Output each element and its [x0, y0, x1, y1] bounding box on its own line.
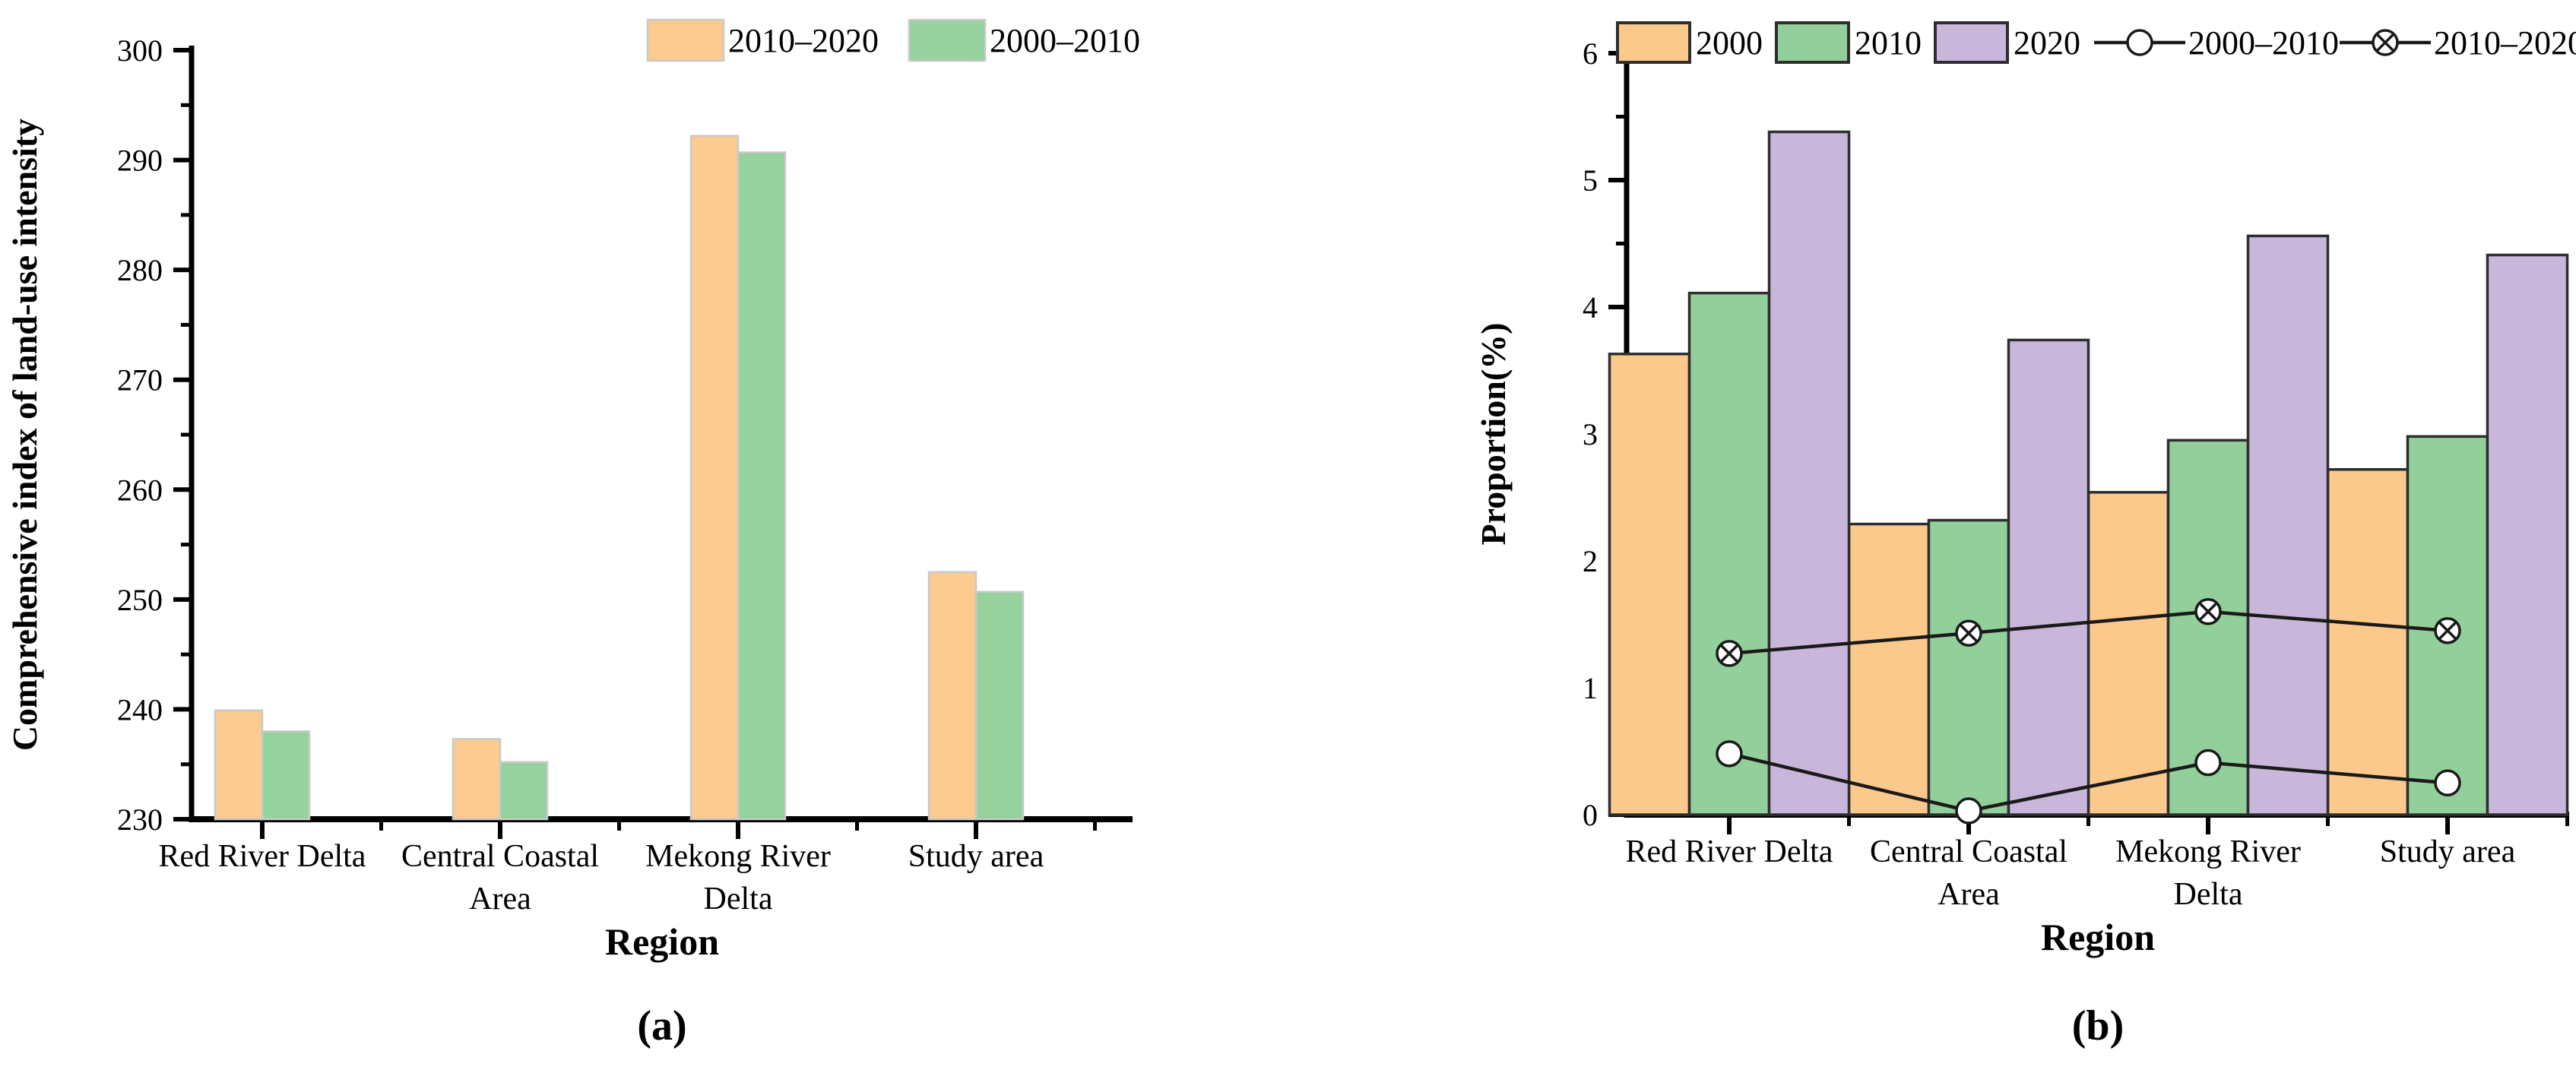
bar-2020-2 — [2246, 234, 2330, 816]
chart-a-landuse-intensity: 230 240 250 260 270 280 290 300 Red River Delta C… — [5, 18, 1140, 963]
y-tick-label: 4 — [1583, 290, 1598, 324]
y-tick-label: 2 — [1583, 544, 1598, 578]
y-tick-label: 0 — [1583, 798, 1598, 832]
legend-label: 2020 — [2014, 24, 2080, 62]
y-tick-label: 260 — [117, 473, 163, 507]
legend-swatch — [1616, 21, 1691, 64]
bar-2000-1 — [1847, 522, 1931, 816]
bar-2010–2020-3 — [927, 571, 977, 821]
legend-swatch — [908, 18, 987, 62]
y-tick-label: 3 — [1583, 417, 1598, 451]
x-category-label: Delta — [2174, 877, 2243, 912]
y-tick-label: 1 — [1583, 671, 1598, 705]
x-category-label: Delta — [704, 882, 773, 916]
marker-x-stroke — [2198, 602, 2218, 622]
caption-a: (a) — [637, 1002, 687, 1049]
x-axis-title: Region — [2041, 916, 2155, 958]
circle-marker — [2126, 29, 2153, 56]
bar-2000–2010-2 — [737, 151, 787, 821]
legend-label: 2010–2020 — [728, 22, 879, 59]
y-tick-label: 5 — [1583, 163, 1598, 198]
bar-2000-0 — [1608, 353, 1691, 816]
x-category-label: Mekong River — [645, 839, 831, 874]
y-tick-label: 240 — [117, 692, 163, 727]
x-category-label: Area — [469, 882, 531, 916]
bar-2010–2020-0 — [214, 709, 264, 821]
x-category-label: Mekong River — [2115, 834, 2301, 869]
y-tick-label: 250 — [117, 583, 163, 617]
y-tick-label: 270 — [117, 363, 163, 397]
line-2000–2010 — [1728, 752, 2448, 813]
x-axis-title: Region — [605, 920, 719, 963]
circle-marker — [1955, 797, 1982, 825]
bar-2000–2010-1 — [499, 761, 549, 821]
bar-2010-1 — [1927, 518, 2010, 816]
bar-2020-0 — [1767, 130, 1851, 816]
bar-2000-3 — [2326, 468, 2410, 816]
circle-marker — [2434, 769, 2461, 796]
bar-2000–2010-3 — [974, 590, 1025, 821]
legend-label: 2000–2010 — [990, 22, 1140, 59]
legend-label: 2010–2020 — [2434, 24, 2576, 62]
marker-x-stroke — [1959, 623, 1979, 643]
circle-marker — [2194, 749, 2222, 777]
bar-2020-3 — [2486, 253, 2569, 816]
y-tick-label: 6 — [1583, 36, 1598, 71]
bar-2000–2010-0 — [261, 730, 311, 821]
y-tick-label: 300 — [117, 33, 163, 68]
legend-swatch — [1934, 21, 2009, 64]
line-2010–2020 — [1728, 609, 2448, 656]
x-category-label: Central Coastal — [1870, 834, 2067, 869]
bar-2010–2020-2 — [689, 135, 740, 821]
legend-label: 2000–2010 — [2188, 24, 2339, 62]
bar-2000-2 — [2086, 491, 2170, 816]
x-category-label: Red River Delta — [159, 839, 366, 874]
y-axis-title: Proportion(%) — [1474, 322, 1513, 545]
bar-2010–2020-1 — [452, 738, 502, 821]
y-axis-title: Comprehensive index of land-use intensit… — [5, 119, 44, 751]
x-category-label: Study area — [908, 839, 1044, 874]
y-tick-label: 290 — [117, 144, 163, 178]
marker-x-stroke — [2375, 33, 2395, 52]
x-category-label: Area — [1938, 877, 2000, 912]
legend-label: 2010 — [1855, 24, 1922, 62]
bar-2010-0 — [1687, 291, 1771, 816]
x-category-label: Study area — [2380, 834, 2516, 869]
x-category-label: Central Coastal — [401, 839, 599, 874]
y-tick-label: 230 — [117, 803, 163, 837]
circle-marker — [1716, 740, 1743, 768]
legend-swatch — [646, 18, 725, 62]
chart-b-proportion: 0 1 2 3 4 5 6 Red River Delta Central Coastal Are… — [1474, 21, 2576, 958]
marker-x-stroke — [2438, 621, 2457, 641]
legend-swatch — [1775, 21, 1850, 64]
y-tick-label: 280 — [117, 253, 163, 287]
bar-2020-1 — [2007, 338, 2090, 816]
x-category-label: Red River Delta — [1626, 834, 1833, 869]
marker-x-stroke — [1719, 644, 1739, 663]
legend-label: 2000 — [1696, 24, 1763, 62]
caption-b: (b) — [2071, 1002, 2124, 1049]
